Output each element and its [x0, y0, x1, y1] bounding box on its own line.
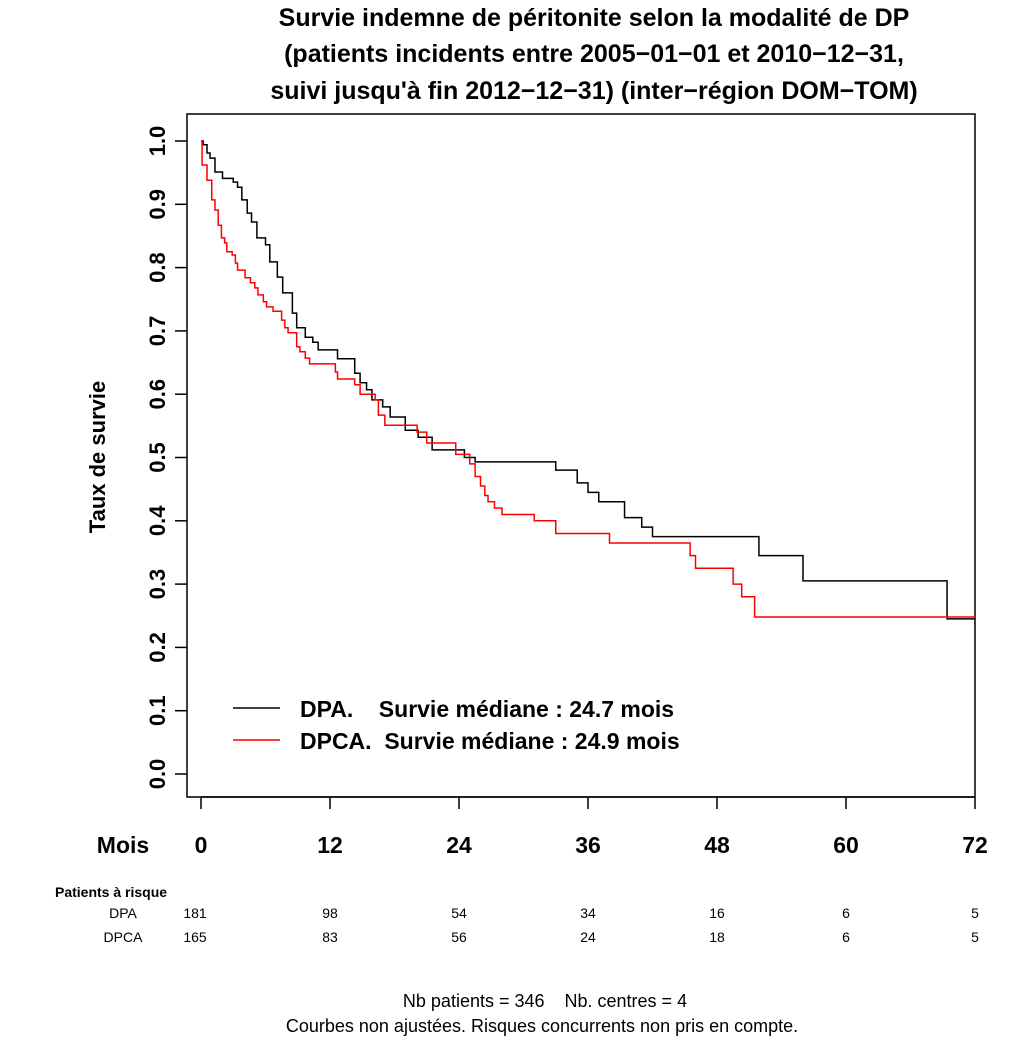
risk-count: 6 — [842, 905, 850, 921]
risk-count: 34 — [580, 905, 596, 921]
y-tick-label: 0.0 — [145, 759, 170, 790]
risk-table-title: Patients à risque — [55, 884, 167, 900]
risk-row-label: DPCA — [104, 929, 144, 945]
x-tick-label: 0 — [195, 832, 208, 858]
x-tick-label: 60 — [833, 832, 859, 858]
y-tick-label: 0.6 — [145, 379, 170, 410]
risk-count: 165 — [183, 929, 207, 945]
risk-count: 83 — [322, 929, 338, 945]
y-tick-label: 1.0 — [145, 126, 170, 157]
risk-count: 56 — [451, 929, 467, 945]
risk-count: 5 — [971, 905, 979, 921]
y-tick-label: 0.8 — [145, 252, 170, 283]
x-tick-label: 36 — [575, 832, 601, 858]
chart-title-line-1: Survie indemne de péritonite selon la mo… — [279, 4, 910, 32]
y-tick-label: 0.4 — [145, 505, 170, 536]
risk-count: 6 — [842, 929, 850, 945]
footer-line-2: Courbes non ajustées. Risques concurrent… — [286, 1016, 798, 1036]
y-tick-label: 0.1 — [145, 695, 170, 726]
x-axis-label: Mois — [97, 832, 149, 858]
y-axis-label: Taux de survie — [85, 381, 110, 533]
survival-curve-dpa — [201, 140, 975, 620]
footer-line-1: Nb patients = 346 Nb. centres = 4 — [403, 991, 687, 1011]
chart-title-line-2: (patients incidents entre 2005−01−01 et … — [284, 40, 904, 68]
legend-label-dpca: DPCA. Survie médiane : 24.9 mois — [300, 728, 680, 754]
y-tick-label: 0.2 — [145, 632, 170, 663]
risk-count: 98 — [322, 905, 338, 921]
risk-count: 54 — [451, 905, 467, 921]
risk-count: 181 — [183, 905, 207, 921]
y-tick-label: 0.3 — [145, 569, 170, 600]
plot-frame — [186, 113, 976, 798]
x-tick-label: 72 — [962, 832, 988, 858]
survival-curve-dpca — [201, 140, 975, 618]
risk-count: 18 — [709, 929, 725, 945]
x-tick-label: 12 — [317, 832, 343, 858]
risk-row-label: DPA — [109, 905, 137, 921]
risk-count: 5 — [971, 929, 979, 945]
x-tick-label: 48 — [704, 832, 730, 858]
risk-count: 16 — [709, 905, 725, 921]
y-tick-label: 0.7 — [145, 316, 170, 347]
y-tick-label: 0.9 — [145, 189, 170, 220]
legend-label-dpa: DPA. Survie médiane : 24.7 mois — [300, 696, 674, 722]
x-tick-label: 24 — [446, 832, 472, 858]
risk-count: 24 — [580, 929, 596, 945]
chart-title-line-3: suivi jusqu'à fin 2012−12−31) (inter−rég… — [270, 77, 917, 105]
y-tick-label: 0.5 — [145, 442, 170, 473]
